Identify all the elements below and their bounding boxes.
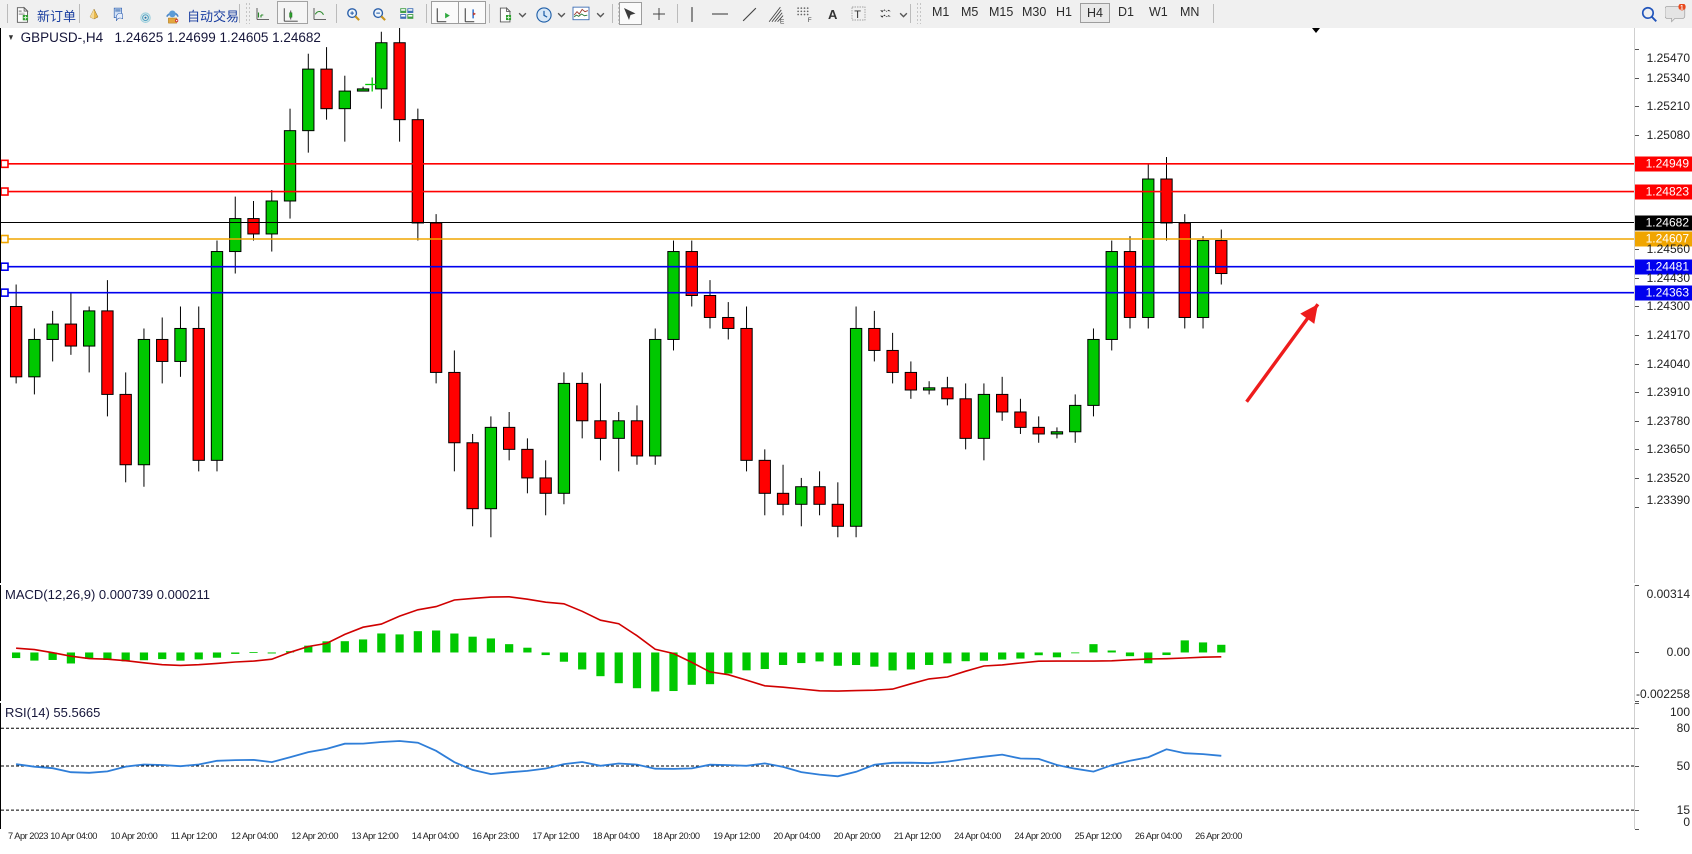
svg-text:T: T: [854, 9, 861, 21]
svg-text:E: E: [780, 18, 785, 24]
svg-text:A: A: [828, 7, 838, 22]
svg-text:F: F: [808, 17, 812, 23]
